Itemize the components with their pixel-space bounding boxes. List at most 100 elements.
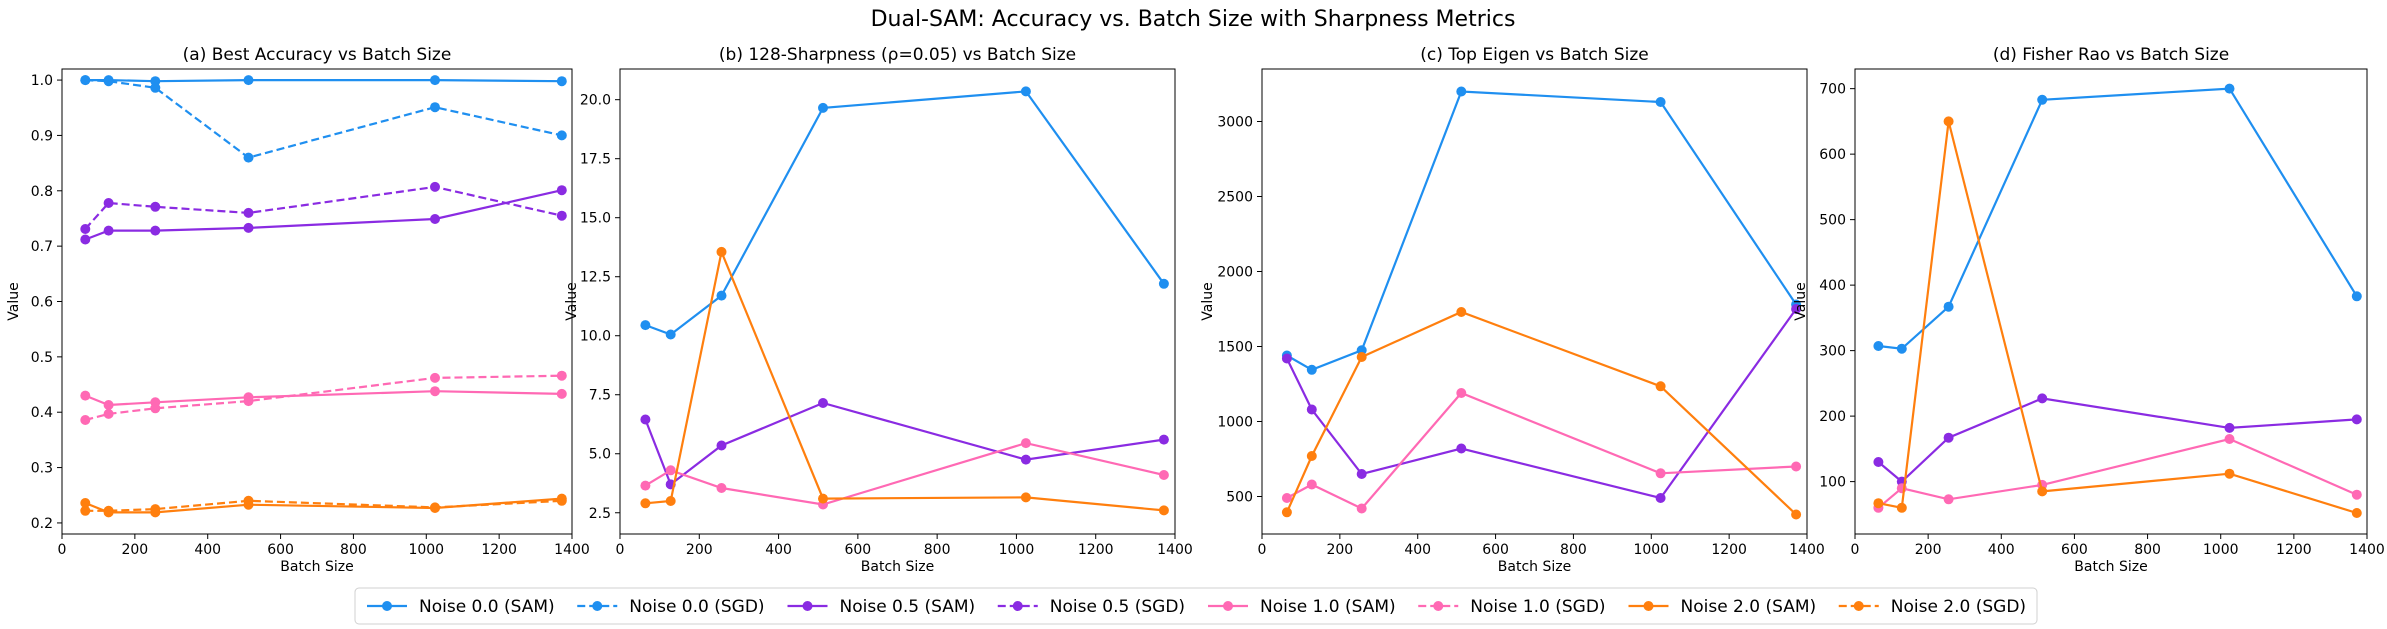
data-point (1943, 494, 1954, 505)
x-tick-label: 0 (1851, 542, 1860, 558)
x-tick-label: 1400 (1789, 542, 1825, 558)
y-tick-label: 600 (1819, 147, 1846, 163)
y-tick-label: 1500 (1217, 340, 1253, 356)
legend-label: Noise 0.5 (SGD) (1050, 597, 1185, 617)
data-point (150, 403, 161, 414)
data-point (1943, 301, 1954, 312)
y-tick-label: 0.3 (31, 461, 53, 477)
data-point (1158, 470, 1169, 480)
x-tick-label: 400 (765, 542, 792, 558)
y-tick-label: 0.4 (31, 405, 53, 421)
x-tick-label: 400 (194, 542, 221, 558)
x-tick-label: 1200 (1711, 542, 1747, 558)
chart-panel-1: 0 200 400 600 800 1000 1200 1400 0.2 0.3 0.4 0.5 0.6… (6, 45, 590, 575)
y-tick-label: 7.5 (589, 388, 611, 404)
y-tick-label: 15.0 (580, 211, 611, 227)
data-point (556, 185, 567, 196)
y-tick-label: 3000 (1217, 115, 1253, 131)
y-tick-label: 10.0 (580, 329, 611, 345)
data-point (2351, 508, 2362, 518)
legend-marker (1433, 601, 1444, 611)
series-line (644, 441, 1165, 506)
data-point (1158, 434, 1169, 445)
data-point (2224, 422, 2235, 433)
legend-box (354, 587, 2038, 625)
x-tick-label: 1200 (2276, 542, 2312, 558)
data-point (1873, 341, 1884, 351)
y-tick-label: 0.9 (31, 128, 53, 144)
chart-panel-3: 0 200 400 600 800 1000 1200 1400 500 1000 1500 2000… (1200, 45, 1825, 575)
data-point (2224, 83, 2235, 94)
x-tick-label: 400 (1404, 542, 1431, 558)
x-tick-label: 600 (844, 542, 871, 558)
legend-marker (1643, 601, 1654, 611)
data-point (103, 400, 114, 410)
data-point (243, 396, 254, 407)
series-line (1877, 397, 2357, 484)
data-point (665, 496, 676, 506)
legend-marker (802, 601, 813, 611)
chart-title: (d) Fisher Rao vs Batch Size (1993, 45, 2229, 65)
x-tick-label: 200 (1326, 542, 1353, 558)
plot-frame (1854, 68, 2368, 535)
x-tick-label: 600 (1482, 542, 1509, 558)
data-point (80, 224, 91, 234)
data-point (103, 198, 114, 208)
y-tick-label: 0.6 (31, 295, 53, 311)
series-line (1285, 310, 1797, 516)
data-point (80, 505, 91, 516)
data-point (1306, 479, 1317, 490)
data-point (103, 76, 114, 87)
data-point (430, 502, 440, 513)
y-axis-label: Value (564, 282, 580, 320)
data-point (150, 225, 161, 236)
data-point (1655, 97, 1666, 107)
series-line (1286, 391, 1797, 510)
data-point (1655, 468, 1666, 479)
legend-item: Noise 0.5 (SAM) (787, 597, 975, 617)
data-point (1791, 461, 1802, 472)
y-tick-label: 2.5 (589, 506, 611, 522)
data-point (1020, 492, 1031, 503)
x-tick-label: 1000 (999, 542, 1035, 558)
data-point (243, 495, 254, 506)
data-point (430, 75, 440, 86)
chart-title: (b) 128-Sharpness (ρ=0.05) vs Batch Size (719, 45, 1076, 65)
data-point (103, 505, 114, 516)
data-point (243, 222, 254, 233)
data-point (1306, 364, 1317, 375)
x-tick-label: 0 (1258, 542, 1267, 558)
data-point (80, 75, 91, 86)
data-point (1896, 343, 1907, 354)
data-point (640, 320, 651, 331)
data-point (556, 210, 567, 221)
data-point (716, 290, 727, 301)
data-point (1655, 493, 1666, 503)
y-axis-label: Value (1793, 282, 1809, 320)
legend-marker (382, 601, 392, 611)
series-line (1877, 437, 2358, 509)
data-point (1306, 404, 1317, 415)
data-point (1456, 388, 1467, 398)
data-point (2037, 393, 2048, 404)
y-tick-label: 5.0 (589, 447, 611, 463)
data-point (430, 214, 440, 224)
data-point (430, 386, 440, 397)
data-point (1791, 304, 1802, 314)
data-point (1943, 116, 1954, 127)
series-line (1285, 308, 1797, 500)
x-tick-label: 1200 (481, 542, 517, 558)
y-tick-label: 0.2 (31, 516, 53, 532)
data-point (1655, 381, 1666, 392)
series-line (84, 185, 563, 230)
data-point (1306, 451, 1317, 461)
data-point (640, 498, 651, 509)
data-point (1158, 278, 1169, 289)
x-tick-label: 200 (686, 542, 713, 558)
data-point (243, 152, 254, 163)
data-point (2351, 489, 2362, 500)
plot-frame (1261, 68, 1808, 535)
data-point (103, 408, 114, 419)
data-point (640, 414, 651, 425)
